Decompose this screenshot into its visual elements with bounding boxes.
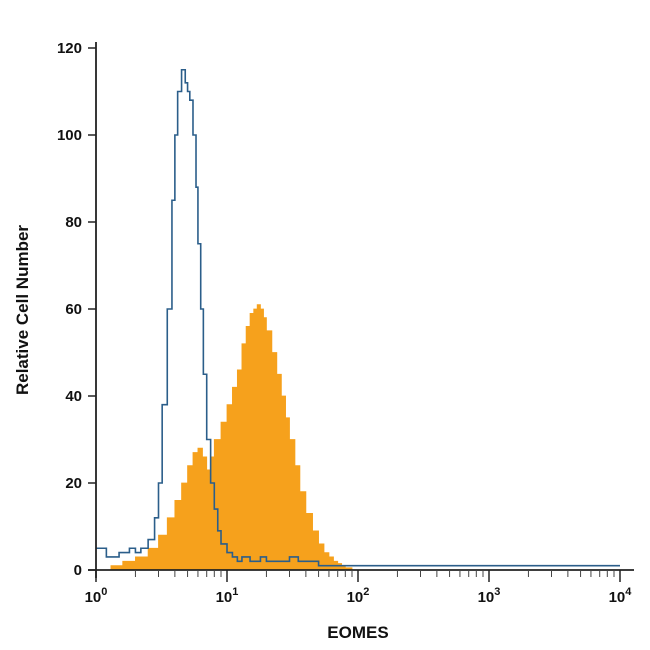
y-tick-label: 80 <box>65 214 82 231</box>
x-axis-title: EOMES <box>327 623 388 642</box>
x-tick-label: 100 <box>85 586 108 606</box>
x-tick-label: 104 <box>609 586 633 606</box>
y-axis-title: Relative Cell Number <box>13 225 32 395</box>
x-tick-label: 103 <box>478 586 501 606</box>
y-tick-label: 120 <box>57 40 82 57</box>
y-tick-label: 0 <box>74 562 82 579</box>
x-tick-label: 102 <box>347 586 370 606</box>
filled-histogram-series <box>96 304 620 571</box>
y-tick-label: 20 <box>65 475 82 492</box>
y-tick-label: 40 <box>65 388 82 405</box>
y-tick-label: 60 <box>65 301 82 318</box>
series-layer <box>96 68 620 571</box>
y-tick-label: 100 <box>57 127 82 144</box>
axes-layer <box>88 42 634 582</box>
outline-histogram-series <box>96 68 620 567</box>
labels-layer: 0 20 40 60 80 100 120 100 101 102 103 104 <box>57 40 632 606</box>
x-tick-label: 101 <box>216 586 239 606</box>
